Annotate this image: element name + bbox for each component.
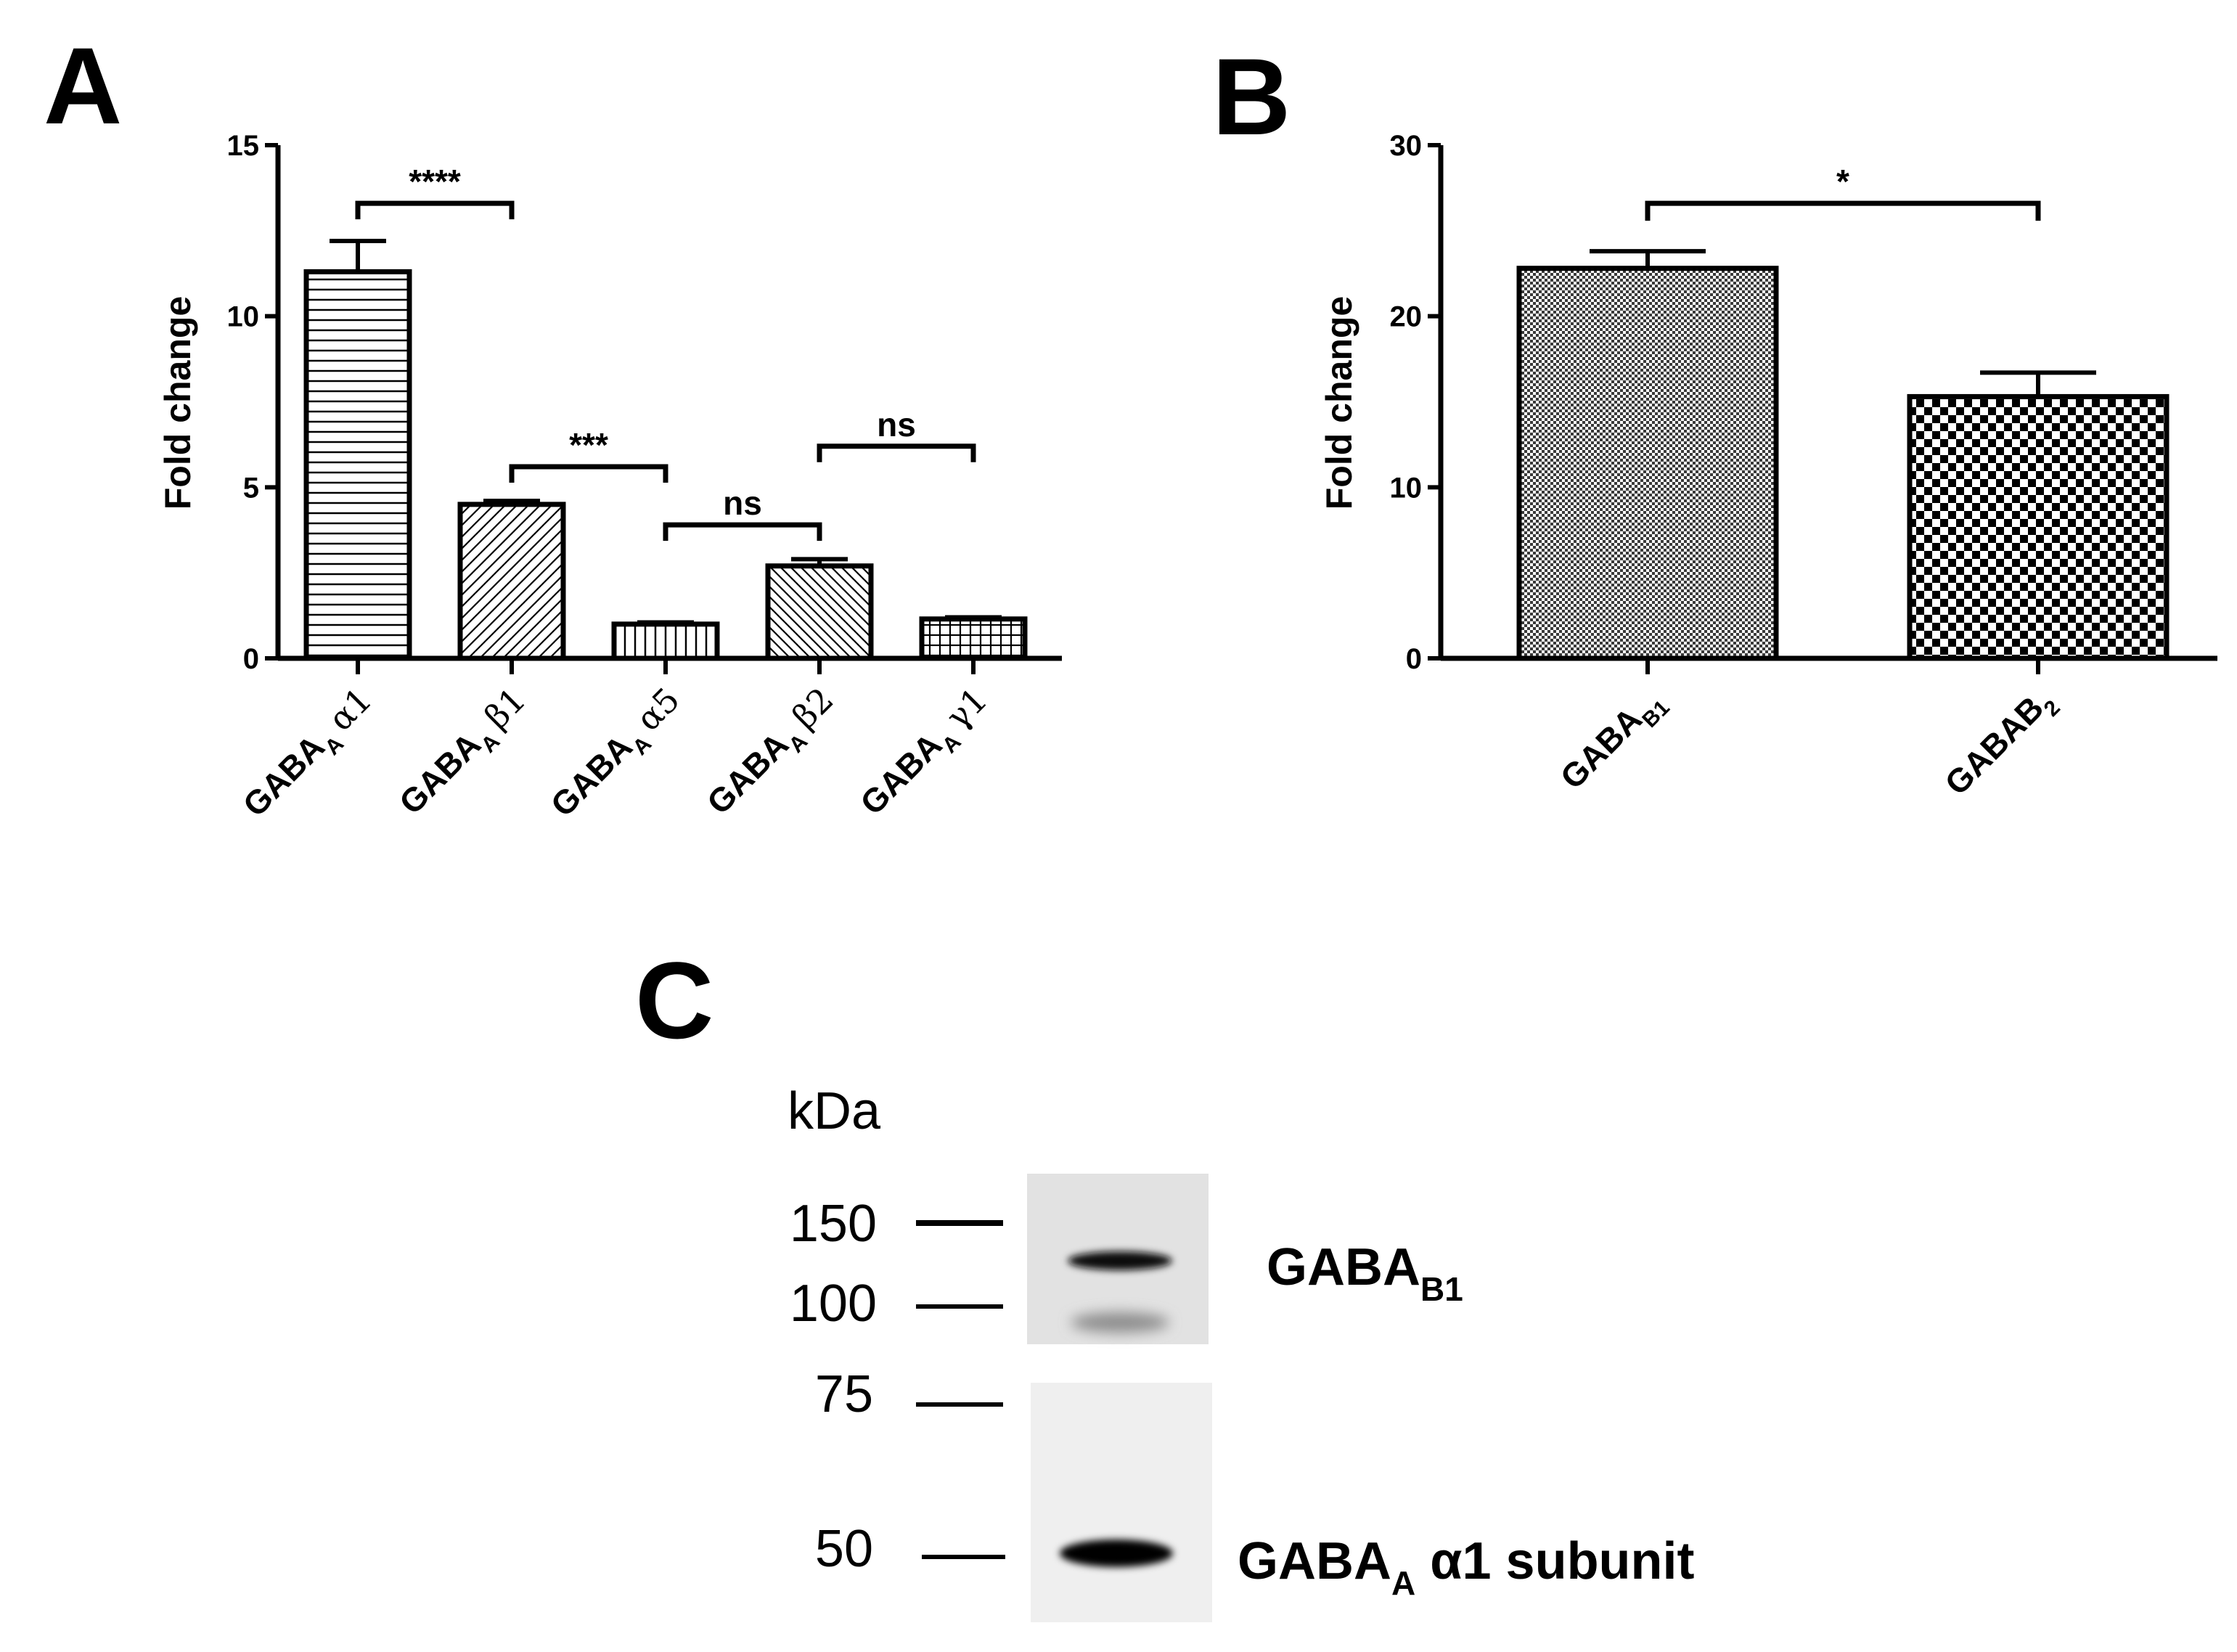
- panel-letter-b: B: [1212, 36, 1291, 158]
- kda-label: kDa: [788, 1082, 881, 1140]
- chart-a-category-label-3: GABAAβ2: [699, 680, 846, 827]
- chart-a-significance-label-2: ns: [723, 484, 762, 522]
- chart-a-ytick-label-3: 15: [227, 130, 260, 162]
- chart-b-significance-label-0: *: [1836, 163, 1849, 200]
- chart-a-bar-4: [919, 616, 1028, 661]
- marker-label-100: 100: [790, 1275, 877, 1333]
- marker-label-50: 50: [815, 1520, 873, 1578]
- chart-a-ytick-label-1: 5: [243, 472, 259, 504]
- chart-a-significance-bracket-1: [509, 464, 668, 483]
- chart-b-ytick-label-1: 10: [1390, 472, 1423, 504]
- western-blot: kDa 150 100 75 50 GABAB1 GABAA α1 subuni…: [788, 1082, 1695, 1622]
- chart-a: Fold change 051015GABAAα1GABAAβ1GABAAα5G…: [158, 130, 1062, 830]
- panel-letter-a: A: [44, 25, 122, 147]
- blot-band-gaba-a-alpha1: [1060, 1539, 1173, 1567]
- chart-b-bar-1: [1907, 393, 2169, 661]
- chart-a-significance-label-1: ***: [569, 426, 608, 464]
- chart-a-bar-2: [611, 621, 720, 661]
- chart-a-bar-3: [765, 563, 874, 661]
- chart-b-significance-bracket-0: [1645, 200, 2041, 221]
- blot-strip-lower: [1031, 1383, 1212, 1622]
- chart-a-category-label-2: GABAAα5: [543, 680, 692, 830]
- chart-a-ytick-label-0: 0: [243, 643, 259, 675]
- marker-label-75: 75: [815, 1365, 873, 1423]
- chart-a-ytick-label-2: 10: [227, 301, 260, 333]
- chart-b-ytick-label-3: 30: [1390, 130, 1423, 162]
- chart-b-ytick-label-2: 20: [1390, 301, 1423, 333]
- chart-b-ytick-label-0: 0: [1406, 643, 1422, 675]
- chart-b-ylabel: Fold change: [1319, 296, 1359, 510]
- band-label-gaba-a-alpha1: GABAA α1 subunit: [1238, 1532, 1695, 1602]
- chart-a-significance-bracket-0: [355, 200, 515, 220]
- chart-b-bar-0: [1516, 266, 1779, 661]
- band-label-gaba-b1: GABAB1: [1267, 1238, 1463, 1308]
- marker-label-150: 150: [790, 1195, 877, 1253]
- chart-a-significance-bracket-3: [817, 443, 976, 462]
- chart-a-significance-label-3: ns: [877, 406, 916, 443]
- chart-a-significance-label-0: ****: [409, 163, 461, 200]
- chart-b: Fold change 0 10 20 30 GABAB1 GABAB2 *: [1319, 130, 2217, 808]
- chart-a-category-label-1: GABAAβ1: [391, 680, 539, 827]
- chart-a-bar-0: [303, 269, 412, 661]
- blot-band-gaba-b1: [1068, 1251, 1172, 1270]
- chart-a-category-label-4: GABAAγ1: [852, 680, 1000, 828]
- chart-a-significance-bracket-2: [663, 522, 822, 541]
- panel-letter-c: C: [635, 939, 713, 1061]
- chart-b-category-label-0: GABAB1: [1553, 680, 1674, 801]
- chart-a-category-label-0: GABAAα1: [235, 680, 385, 830]
- blot-band-faint: [1071, 1312, 1169, 1333]
- chart-b-category-label-1: GABAB2: [1937, 680, 2065, 808]
- chart-a-ylabel: Fold change: [158, 296, 198, 510]
- chart-a-bar-1: [457, 502, 566, 661]
